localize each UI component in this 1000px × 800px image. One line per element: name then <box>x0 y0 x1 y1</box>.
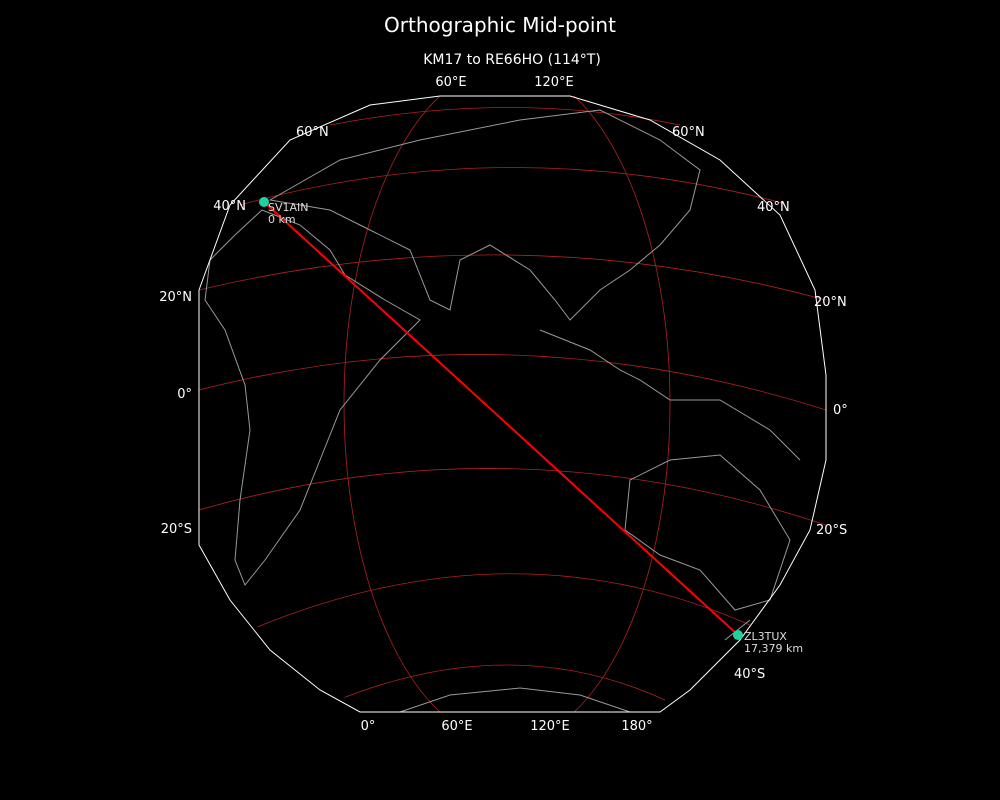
lat-label: 40°N <box>757 200 790 215</box>
lat-label: 60°N <box>672 125 705 140</box>
antarctica-coastline <box>399 687 631 712</box>
parallel-line <box>239 167 791 206</box>
coastlines <box>204 109 801 712</box>
asia-coastline <box>268 109 701 321</box>
start-marker <box>259 197 269 207</box>
lat-label: 20°N <box>159 290 192 305</box>
end-distance-label: 17,379 km <box>744 642 803 655</box>
parallel-line <box>337 664 666 701</box>
lon-label: 0° <box>361 719 376 734</box>
lon-label: 180° <box>621 719 652 734</box>
lon-label: 60°E <box>435 75 466 90</box>
lat-label: 0° <box>833 403 848 418</box>
start-distance-label: 0 km <box>268 213 296 226</box>
meridian-line <box>343 96 671 712</box>
africa-coastline <box>204 209 421 586</box>
australia-coastline <box>624 454 791 611</box>
parallel-line <box>249 573 751 631</box>
start-call-label: SV1AIN <box>268 201 309 214</box>
map-subtitle: KM17 to RE66HO (114°T) <box>423 52 601 68</box>
globe-outline <box>198 95 827 713</box>
lat-label: 60°N <box>296 125 329 140</box>
graticule <box>199 96 826 712</box>
end-call-label: ZL3TUX <box>744 630 787 643</box>
lon-label: 120°E <box>534 75 574 90</box>
lat-label: 20°S <box>161 522 192 537</box>
lat-label: 20°N <box>814 295 847 310</box>
map-title: Orthographic Mid-point <box>384 13 616 37</box>
end-marker <box>733 630 743 640</box>
southeast-asia-coastline <box>539 329 801 461</box>
lat-label: 40°S <box>734 667 765 682</box>
parallel-line <box>199 468 826 526</box>
parallel-line <box>199 354 826 411</box>
great-circle-path <box>263 201 739 636</box>
lon-label: 120°E <box>530 719 570 734</box>
new-zealand-coastline <box>724 619 751 641</box>
parallel-line <box>329 107 681 126</box>
lat-label: 40°N <box>213 199 246 214</box>
lat-label: 20°S <box>816 523 847 538</box>
parallel-line <box>199 254 826 301</box>
lat-label: 0° <box>177 387 192 402</box>
lon-label: 60°E <box>441 719 472 734</box>
